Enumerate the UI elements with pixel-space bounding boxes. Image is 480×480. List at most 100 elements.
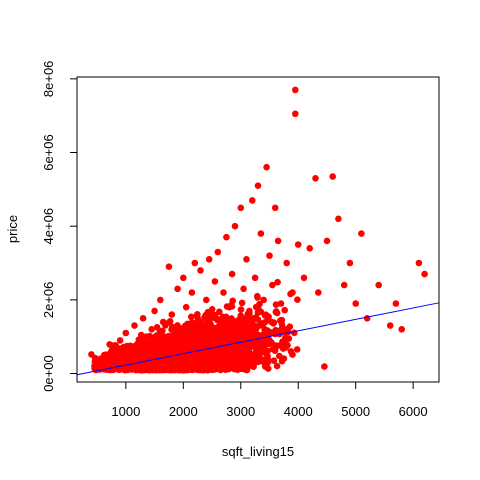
data-point [280, 355, 288, 362]
data-point [375, 281, 383, 289]
data-point [205, 255, 213, 263]
data-point [151, 307, 158, 315]
data-point [163, 335, 171, 342]
data-point [130, 343, 138, 350]
x-tick-label: 2000 [169, 404, 198, 419]
data-point [340, 281, 348, 289]
data-point [212, 364, 219, 371]
data-point [264, 347, 272, 355]
data-point [249, 339, 257, 346]
data-point [191, 259, 199, 267]
data-point [153, 334, 160, 341]
data-point [252, 303, 260, 311]
data-point [213, 325, 221, 332]
data-point [174, 285, 181, 293]
data-point [228, 303, 236, 310]
data-point [116, 345, 123, 352]
data-point [271, 204, 279, 212]
data-point [285, 335, 293, 342]
data-point [146, 363, 153, 371]
data-point [258, 346, 266, 353]
data-point [214, 248, 222, 256]
data-point [128, 355, 136, 362]
data-point [155, 363, 162, 370]
data-point [352, 300, 360, 307]
data-point [279, 327, 287, 335]
data-point [312, 175, 319, 182]
data-point [315, 289, 322, 296]
data-point [269, 345, 277, 353]
data-point [188, 289, 196, 296]
data-point [266, 338, 273, 345]
data-point [228, 270, 236, 278]
data-point [167, 342, 175, 350]
data-point [300, 274, 308, 282]
regression-line [76, 302, 440, 376]
data-point [270, 357, 278, 365]
data-point [240, 285, 247, 293]
data-point [237, 306, 245, 313]
data-point [238, 299, 246, 307]
data-point [323, 237, 331, 245]
data-point [415, 259, 423, 267]
data-point [139, 315, 147, 322]
data-point [274, 278, 281, 286]
data-point [208, 306, 216, 313]
data-point [171, 364, 178, 372]
data-point [283, 259, 291, 267]
data-point [182, 337, 190, 345]
data-point [215, 355, 222, 363]
data-point [187, 313, 195, 321]
data-point [104, 360, 111, 368]
data-point [223, 303, 231, 310]
data-point [165, 263, 173, 271]
data-point [398, 326, 406, 333]
data-point [159, 327, 166, 335]
data-point [136, 364, 143, 372]
data-point [106, 341, 113, 348]
data-point [254, 352, 261, 360]
data-point [185, 345, 192, 352]
data-point [264, 328, 271, 336]
data-point [209, 347, 217, 354]
x-tick-label: 4000 [284, 404, 313, 419]
data-point [228, 362, 236, 370]
data-point [329, 173, 337, 180]
data-point [293, 346, 301, 353]
data-point [124, 366, 131, 374]
data-point [291, 329, 298, 337]
data-point [201, 350, 208, 358]
data-point [284, 342, 291, 349]
data-point [392, 300, 400, 307]
data-point [149, 346, 157, 353]
data-point [259, 321, 266, 328]
y-tick-label: 2e+06 [41, 282, 56, 319]
y-tick-label: 6e+06 [41, 134, 56, 171]
data-point [225, 353, 232, 361]
data-point [264, 316, 272, 324]
data-point [257, 357, 265, 365]
data-point [182, 303, 190, 311]
data-point [269, 281, 276, 289]
data-point [244, 346, 252, 354]
data-point [122, 329, 130, 337]
data-point [253, 292, 261, 300]
data-point [231, 222, 239, 230]
points-layer [88, 86, 428, 374]
data-point [386, 322, 394, 329]
data-point [138, 345, 146, 352]
data-point [121, 349, 129, 357]
data-point [249, 315, 257, 323]
data-point [273, 308, 280, 315]
data-point [148, 326, 155, 333]
data-point [193, 312, 200, 320]
data-point [260, 296, 268, 304]
data-point [274, 237, 282, 245]
data-point [199, 358, 206, 365]
x-tick-label: 1000 [111, 404, 140, 419]
data-point [273, 362, 281, 370]
data-point [252, 325, 260, 332]
data-point [136, 358, 144, 366]
data-point [233, 326, 240, 333]
data-point [140, 334, 148, 341]
